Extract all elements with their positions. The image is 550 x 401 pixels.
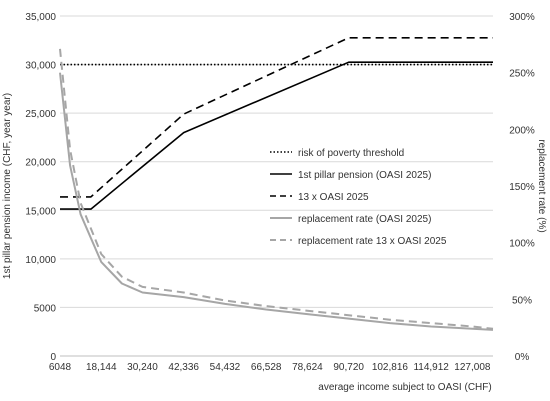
y-axis-label-left: 1st pillar pension income (CHF, year yea… xyxy=(2,93,13,279)
x-tick-label: 6048 xyxy=(49,362,72,373)
legend-label: risk of poverty threshold xyxy=(298,148,404,159)
legend-label: 13 x OASI 2025 xyxy=(298,192,369,203)
y-right-tick-label: 300% xyxy=(509,12,535,23)
y-left-tick-label: 25,000 xyxy=(25,109,56,120)
gridlines xyxy=(60,15,493,357)
right-axis-ticks: 0% 50% 100% 150% 200% 250% 300% xyxy=(509,12,535,363)
x-tick-label: 114,912 xyxy=(413,362,449,373)
y-left-tick-label: 15,000 xyxy=(25,206,56,217)
y-right-tick-label: 50% xyxy=(512,295,532,306)
y-right-tick-label: 250% xyxy=(509,69,535,80)
x-axis-label: average income subject to OASI (CHF) xyxy=(318,382,491,393)
y-right-tick-label: 0% xyxy=(515,352,530,363)
x-tick-label: 30,240 xyxy=(127,362,158,373)
series-line-4 xyxy=(59,48,494,330)
x-tick-label: 78,624 xyxy=(292,362,323,373)
y-left-tick-label: 20,000 xyxy=(25,158,56,169)
y-axis-label-right: replacement rate (%) xyxy=(536,139,547,232)
y-left-tick-label: 5000 xyxy=(34,303,57,314)
x-tick-label: 18,144 xyxy=(86,362,117,373)
series-line-2 xyxy=(60,36,493,198)
x-tick-label: 42,336 xyxy=(168,362,199,373)
x-axis-ticks: 6048 18,144 30,240 42,336 54,432 66,528 78,624… xyxy=(49,362,491,373)
legend-label: 1st pillar pension (OASI 2025) xyxy=(298,170,431,181)
legend-label: replacement rate 13 x OASI 2025 xyxy=(298,236,447,247)
left-axis-ticks: 0 5000 10,000 15,000 20,000 25,000 30,000 35,00… xyxy=(25,12,56,363)
legend: risk of poverty threshold 1st pillar pens… xyxy=(270,148,447,247)
y-right-tick-label: 200% xyxy=(509,125,535,136)
series-line-1 xyxy=(60,61,493,210)
y-right-tick-label: 150% xyxy=(509,182,535,193)
y-left-tick-label: 10,000 xyxy=(25,255,56,266)
y-left-tick-label: 35,000 xyxy=(25,12,56,23)
x-tick-label: 90,720 xyxy=(333,362,364,373)
x-tick-label: 66,528 xyxy=(251,362,282,373)
y-right-tick-label: 100% xyxy=(509,239,535,250)
y-left-tick-label: 30,000 xyxy=(25,61,56,72)
series-line-3 xyxy=(59,72,494,331)
series-lines xyxy=(59,36,494,331)
x-tick-label: 102,816 xyxy=(372,362,409,373)
x-tick-label: 127,008 xyxy=(454,362,491,373)
legend-label: replacement rate (OASI 2025) xyxy=(298,214,431,225)
y-left-tick-label: 0 xyxy=(50,352,56,363)
x-tick-label: 54,432 xyxy=(210,362,241,373)
